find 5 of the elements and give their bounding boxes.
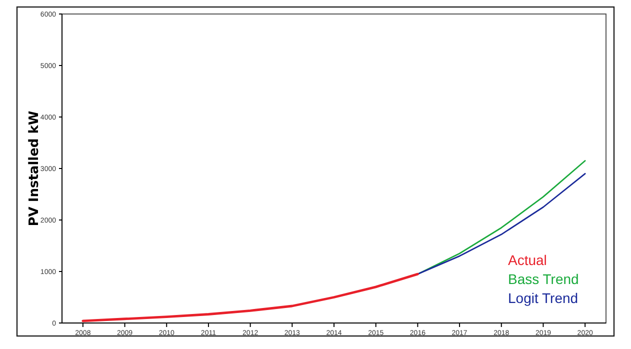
line-series — [82, 272, 419, 322]
text: Actual — [508, 252, 547, 268]
text: Logit Trend — [508, 290, 578, 306]
text: Bass Trend — [508, 271, 579, 287]
y-axis-title: PV Installed kW — [27, 110, 42, 226]
